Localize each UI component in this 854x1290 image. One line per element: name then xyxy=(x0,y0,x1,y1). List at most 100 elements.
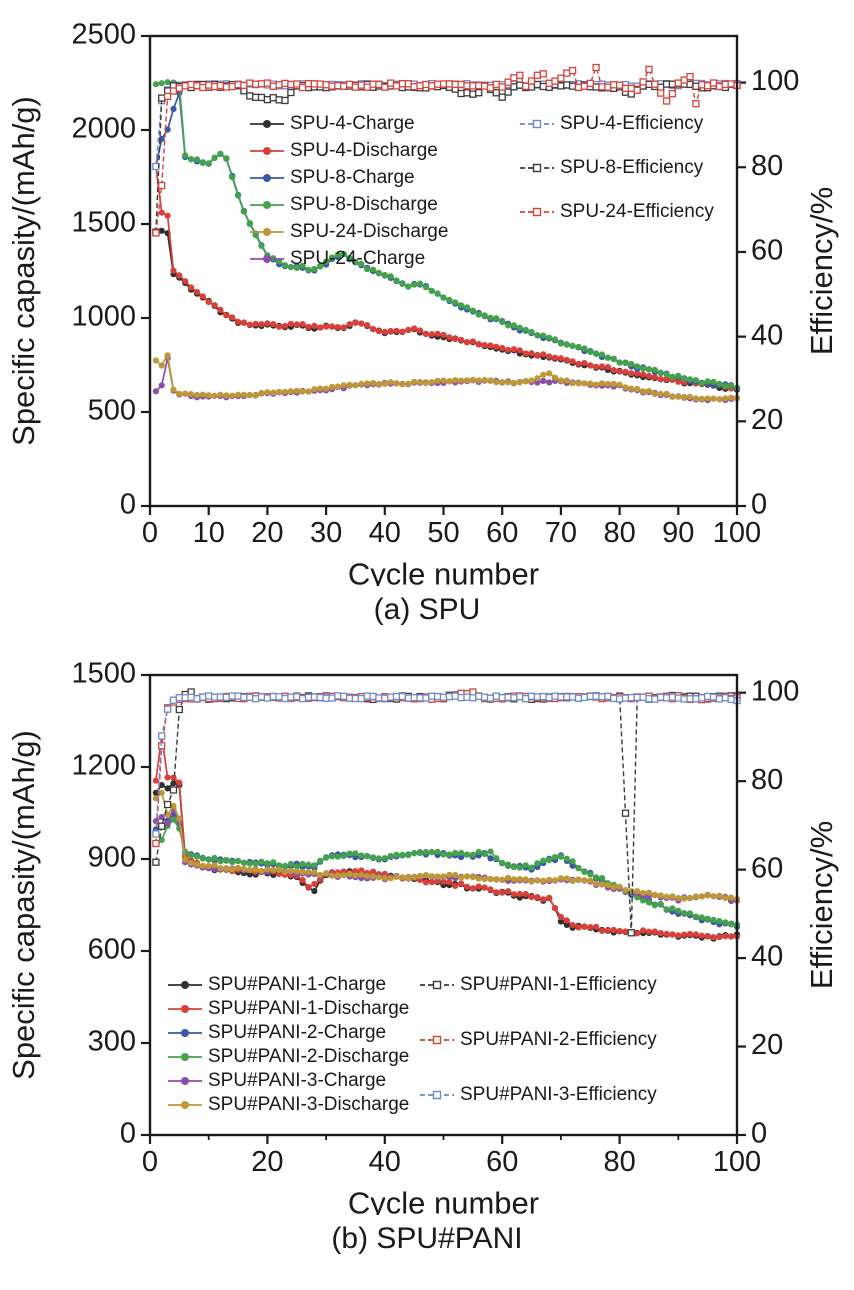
chart-b: 0 20 40 60 80 100 0 300 600 900 1200 1500 0 20 40 60 80 1… xyxy=(0,655,854,1221)
legend-label: SPU#PANI-2-Charge xyxy=(208,1022,386,1043)
caption-b: (b) SPU#PANI xyxy=(331,1222,523,1255)
x-tick-label: 100 xyxy=(713,517,761,549)
series-SPU#PANI-2-Efficiency xyxy=(152,688,741,848)
x-tick-label: 40 xyxy=(369,517,401,549)
y-left-tick-label: 1500 xyxy=(71,658,136,690)
legend-label: SPU-8-Discharge xyxy=(290,194,438,215)
x-tick-label: 70 xyxy=(545,517,577,549)
legend-label: SPU-24-Charge xyxy=(290,248,425,269)
legend-label: SPU-4-Efficiency xyxy=(560,113,704,134)
legend-item-SPU-24-Charge: SPU-24-Charge xyxy=(250,248,425,269)
y-right-tick-label: 20 xyxy=(751,404,783,436)
legend: SPU#PANI-1-Charge SPU#PANI-1-Discharge SPU… xyxy=(168,974,657,1115)
legend-item-SPU#PANI-3-Charge: SPU#PANI-3-Charge xyxy=(168,1070,386,1091)
legend-label: SPU#PANI-2-Efficiency xyxy=(460,1029,657,1050)
x-tick-label: 90 xyxy=(662,517,694,549)
legend-label: SPU#PANI-2-Discharge xyxy=(208,1046,409,1067)
caption-a: (a) SPU xyxy=(373,593,481,626)
legend-item-SPU-24-Efficiency: SPU-24-Efficiency xyxy=(520,201,714,222)
y-right-tick-label: 100 xyxy=(751,65,799,97)
legend-item-SPU#PANI-2-Discharge: SPU#PANI-2-Discharge xyxy=(168,1046,409,1067)
legend-label: SPU#PANI-3-Charge xyxy=(208,1070,386,1091)
legend-label: SPU#PANI-1-Charge xyxy=(208,974,386,995)
x-tick-label: 60 xyxy=(486,517,518,549)
chart-b-svg: 0 20 40 60 80 1000300600900120015000204060801… xyxy=(6,658,839,1221)
y-left-tick-label: 2500 xyxy=(71,19,136,51)
legend-item-SPU-8-Charge: SPU-8-Charge xyxy=(250,167,415,188)
y-right-tick-label: 80 xyxy=(751,764,783,796)
y-right-axis-title: Efficiency/% xyxy=(804,821,839,989)
y-left-tick-label: 2000 xyxy=(71,113,136,145)
y-left-tick-label: 300 xyxy=(88,1026,136,1058)
x-tick-label: 50 xyxy=(427,517,459,549)
y-left-tick-label: 0 xyxy=(120,489,136,521)
legend-item-SPU-8-Efficiency: SPU-8-Efficiency xyxy=(520,157,704,178)
series-SPU-4-Discharge xyxy=(152,162,741,392)
x-tick-label: 0 xyxy=(142,1146,158,1178)
legend-label: SPU-4-Discharge xyxy=(290,140,438,161)
y-left-tick-label: 0 xyxy=(120,1118,136,1150)
x-tick-label: 80 xyxy=(603,517,635,549)
legend-item-SPU#PANI-1-Charge: SPU#PANI-1-Charge xyxy=(168,974,386,995)
chart-a-block: 0 10 20 30 40 50 60 70 80 90 100 0 500 1000 1500 2000 25… xyxy=(0,6,854,627)
chart-a: 0 10 20 30 40 50 60 70 80 90 100 0 500 1000 1500 2000 25… xyxy=(0,6,854,592)
legend-item-SPU-4-Charge: SPU-4-Charge xyxy=(250,113,415,134)
legend-label: SPU#PANI-3-Discharge xyxy=(208,1094,409,1115)
x-tick-label: 30 xyxy=(310,517,342,549)
y-left-tick-label: 1500 xyxy=(71,207,136,239)
y-right-tick-label: 40 xyxy=(751,941,783,973)
legend-label: SPU-24-Efficiency xyxy=(560,201,714,222)
legend-item-SPU#PANI-3-Discharge: SPU#PANI-3-Discharge xyxy=(168,1094,409,1115)
legend-item-SPU#PANI-1-Efficiency: SPU#PANI-1-Efficiency xyxy=(420,974,657,995)
y-right-tick-label: 0 xyxy=(751,489,767,521)
legend-item-SPU#PANI-2-Efficiency: SPU#PANI-2-Efficiency xyxy=(420,1029,657,1050)
x-axis-title: Cycle number xyxy=(348,1185,539,1215)
legend-item-SPU-24-Discharge: SPU-24-Discharge xyxy=(250,221,448,242)
legend-label: SPU-24-Discharge xyxy=(290,221,448,242)
y-left-tick-label: 600 xyxy=(88,934,136,966)
legend-label: SPU-8-Charge xyxy=(290,167,415,188)
series-SPU#PANI-1-Efficiency xyxy=(152,688,741,937)
legend-label: SPU#PANI-1-Discharge xyxy=(208,998,409,1019)
y-left-tick-label: 900 xyxy=(88,842,136,874)
legend-label: SPU#PANI-3-Efficiency xyxy=(460,1084,657,1105)
y-right-tick-label: 60 xyxy=(751,235,783,267)
chart-b-block: 0 20 40 60 80 100 0 300 600 900 1200 1500 0 20 40 60 80 1… xyxy=(0,655,854,1256)
legend-item-SPU#PANI-1-Discharge: SPU#PANI-1-Discharge xyxy=(168,998,409,1019)
y-left-tick-label: 1000 xyxy=(71,301,136,333)
series-SPU#PANI-3-Discharge xyxy=(152,789,741,903)
y-right-tick-label: 100 xyxy=(751,675,799,707)
y-right-tick-label: 0 xyxy=(751,1118,767,1150)
x-tick-label: 80 xyxy=(603,1146,635,1178)
y-right-tick-label: 20 xyxy=(751,1029,783,1061)
legend-item-SPU-4-Discharge: SPU-4-Discharge xyxy=(250,140,438,161)
y-left-axis-title: Specific capasity/(mAh/g) xyxy=(6,96,41,446)
series-SPU#PANI-2-Discharge xyxy=(152,816,741,928)
y-right-tick-label: 60 xyxy=(751,852,783,884)
x-tick-label: 20 xyxy=(251,1146,283,1178)
y-left-axis-title: Specific capasity/(mAh/g) xyxy=(6,730,41,1080)
figure-page: 0 10 20 30 40 50 60 70 80 90 100 0 500 1000 1500 2000 25… xyxy=(0,6,854,1256)
y-right-tick-label: 80 xyxy=(751,150,783,182)
y-left-tick-label: 1200 xyxy=(71,750,136,782)
series-SPU-4-Charge xyxy=(152,227,741,393)
legend-item-SPU#PANI-3-Efficiency: SPU#PANI-3-Efficiency xyxy=(420,1084,657,1105)
y-right-tick-label: 40 xyxy=(751,319,783,351)
series-SPU#PANI-3-Efficiency xyxy=(152,692,741,838)
legend: SPU-4-Charge SPU-4-Discharge SPU-8-Charge S… xyxy=(250,113,714,269)
y-right-axis-title: Efficiency/% xyxy=(804,187,839,355)
x-tick-label: 40 xyxy=(369,1146,401,1178)
x-tick-label: 60 xyxy=(486,1146,518,1178)
series-SPU-24-Discharge xyxy=(152,352,741,403)
chart-a-svg: 0 10 20 30 40 50 60 70 80 90 100050010001500200025… xyxy=(6,19,839,592)
x-tick-label: 20 xyxy=(251,517,283,549)
x-axis-title: Cycle number xyxy=(348,556,539,586)
legend-item-SPU-8-Discharge: SPU-8-Discharge xyxy=(250,194,438,215)
axes: 0 20 40 60 80 1000300600900120015000204060801… xyxy=(6,658,839,1221)
legend-label: SPU-8-Efficiency xyxy=(560,157,704,178)
series-SPU#PANI-1-Discharge xyxy=(152,732,741,941)
x-tick-label: 10 xyxy=(193,517,225,549)
legend-label: SPU#PANI-1-Efficiency xyxy=(460,974,657,995)
x-tick-label: 0 xyxy=(142,517,158,549)
legend-label: SPU-4-Charge xyxy=(290,113,415,134)
